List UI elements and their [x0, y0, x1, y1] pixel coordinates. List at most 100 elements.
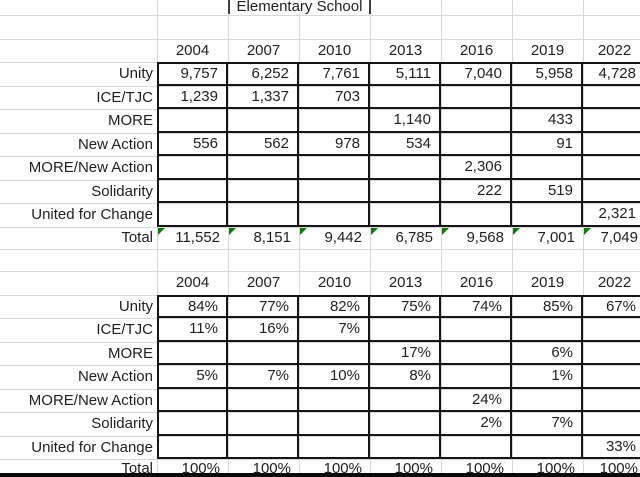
year-header[interactable]: 2007 [246, 41, 281, 59]
year-header[interactable]: 2013 [388, 41, 423, 59]
value-cell[interactable]: 17% [370, 341, 441, 365]
row-label[interactable]: Solidarity [91, 182, 153, 200]
total-cell[interactable]: 6,785 [370, 227, 441, 249]
value-cell[interactable] [370, 85, 441, 109]
value-cell[interactable] [370, 156, 441, 180]
row-label[interactable]: MORE/New Action [28, 159, 153, 177]
value-cell[interactable]: 33% [583, 436, 640, 459]
sheet-title-cell[interactable]: Elementary School [228, 0, 371, 14]
value-cell[interactable] [299, 203, 370, 227]
total-label[interactable]: Total [121, 459, 153, 477]
value-cell[interactable] [157, 109, 228, 133]
row-label[interactable]: ICE/TJC [96, 321, 153, 339]
total-cell[interactable]: 100% [323, 459, 362, 477]
value-cell[interactable]: 562 [228, 132, 299, 156]
value-cell[interactable] [512, 435, 583, 459]
value-cell[interactable]: 6% [512, 341, 583, 365]
total-cell[interactable]: 100% [465, 459, 504, 477]
value-cell[interactable]: 24% [441, 388, 512, 412]
value-cell[interactable] [157, 156, 228, 180]
value-cell[interactable]: 1,337 [228, 85, 299, 109]
value-cell[interactable]: 5% [157, 365, 228, 389]
year-header[interactable]: 2016 [459, 274, 494, 292]
value-cell[interactable] [299, 412, 370, 436]
value-cell[interactable] [299, 179, 370, 203]
value-cell[interactable] [512, 85, 583, 109]
value-cell[interactable] [583, 133, 640, 156]
value-cell[interactable] [299, 109, 370, 133]
value-cell[interactable]: 519 [512, 179, 583, 203]
value-cell[interactable]: 1,140 [370, 109, 441, 133]
row-label[interactable]: MORE [108, 344, 153, 362]
value-cell[interactable] [228, 203, 299, 227]
value-cell[interactable] [228, 341, 299, 365]
year-header[interactable]: 2013 [388, 274, 423, 292]
value-cell[interactable]: 74% [441, 294, 512, 318]
value-cell[interactable] [370, 412, 441, 436]
value-cell[interactable]: 85% [512, 294, 583, 318]
value-cell[interactable] [370, 179, 441, 203]
total-cell[interactable]: 100% [394, 459, 433, 477]
value-cell[interactable] [228, 435, 299, 459]
value-cell[interactable]: 2,321 [583, 203, 640, 227]
value-cell[interactable]: 7,040 [441, 62, 512, 86]
total-cell[interactable]: 8,151 [228, 227, 299, 249]
value-cell[interactable] [441, 203, 512, 227]
value-cell[interactable] [228, 179, 299, 203]
value-cell[interactable] [583, 180, 640, 203]
total-cell[interactable]: 100% [252, 459, 291, 477]
corner-cell[interactable] [0, 271, 157, 295]
total-cell[interactable]: 7,001 [512, 227, 583, 249]
year-header[interactable]: 2010 [317, 41, 352, 59]
value-cell[interactable] [583, 156, 640, 180]
year-header[interactable]: 2010 [317, 274, 352, 292]
value-cell[interactable] [157, 435, 228, 459]
value-cell[interactable] [299, 388, 370, 412]
value-cell[interactable] [441, 341, 512, 365]
total-cell[interactable]: 100% [536, 459, 575, 477]
total-cell[interactable]: 9,568 [441, 227, 512, 249]
value-cell[interactable] [583, 318, 640, 342]
year-header[interactable]: 2019 [530, 274, 565, 292]
value-cell[interactable]: 84% [157, 294, 228, 318]
value-cell[interactable] [228, 109, 299, 133]
value-cell[interactable]: 4,728 [583, 62, 640, 86]
total-cell[interactable]: 7,049 [583, 227, 640, 249]
row-label[interactable]: Unity [118, 297, 153, 315]
value-cell[interactable]: 8% [370, 365, 441, 389]
year-header[interactable]: 2004 [175, 274, 210, 292]
value-cell[interactable]: 7,761 [299, 62, 370, 86]
value-cell[interactable] [583, 86, 640, 109]
value-cell[interactable]: 222 [441, 179, 512, 203]
value-cell[interactable] [299, 341, 370, 365]
year-header[interactable]: 2019 [530, 41, 565, 59]
value-cell[interactable] [441, 85, 512, 109]
year-header[interactable]: 2004 [175, 41, 210, 59]
value-cell[interactable] [583, 365, 640, 389]
value-cell[interactable] [441, 435, 512, 459]
value-cell[interactable]: 5,958 [512, 62, 583, 86]
corner-cell[interactable] [0, 39, 157, 63]
value-cell[interactable]: 7% [512, 412, 583, 436]
value-cell[interactable]: 978 [299, 132, 370, 156]
value-cell[interactable]: 11% [157, 318, 228, 342]
total-cell[interactable]: 11,552 [157, 227, 228, 249]
row-label[interactable]: ICE/TJC [96, 88, 153, 106]
value-cell[interactable] [370, 318, 441, 342]
value-cell[interactable] [228, 388, 299, 412]
total-label[interactable]: Total [121, 229, 153, 246]
total-cell[interactable]: 100% [181, 459, 220, 477]
total-cell[interactable]: 9,442 [299, 227, 370, 249]
value-cell[interactable] [512, 318, 583, 342]
value-cell[interactable] [441, 365, 512, 389]
value-cell[interactable] [370, 435, 441, 459]
value-cell[interactable]: 7% [299, 318, 370, 342]
value-cell[interactable] [512, 203, 583, 227]
value-cell[interactable] [299, 435, 370, 459]
value-cell[interactable] [512, 388, 583, 412]
value-cell[interactable] [157, 179, 228, 203]
year-header[interactable]: 2007 [246, 274, 281, 292]
value-cell[interactable] [512, 156, 583, 180]
year-header[interactable]: 2016 [459, 41, 494, 59]
value-cell[interactable] [299, 156, 370, 180]
